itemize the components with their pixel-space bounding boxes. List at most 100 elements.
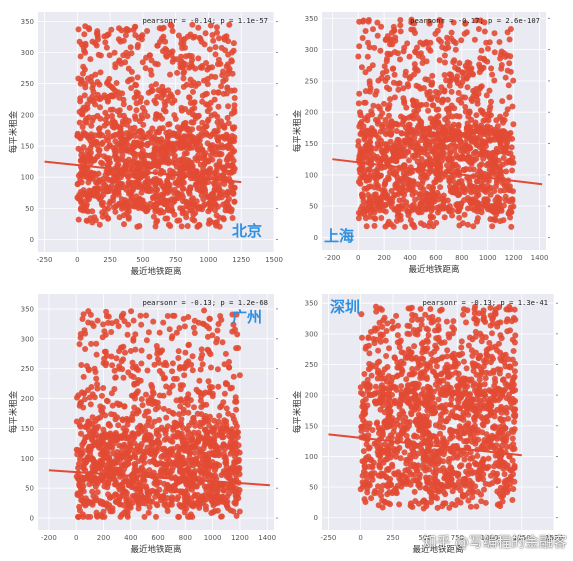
scatter-point — [124, 450, 131, 457]
x-tick-label: 500 — [418, 534, 431, 542]
scatter-point — [231, 184, 238, 191]
scatter-point — [81, 92, 88, 99]
scatter-point — [379, 110, 386, 117]
city-label: 上海 — [324, 227, 354, 245]
scatter-point — [220, 216, 227, 223]
scatter-point — [163, 53, 170, 60]
scatter-point — [414, 181, 421, 188]
scatter-point — [462, 104, 469, 110]
scatter-point — [214, 336, 221, 342]
y-tick-label: 300 — [21, 49, 34, 57]
scatter-point — [174, 140, 181, 147]
scatter-point — [423, 190, 430, 197]
scatter-point — [131, 94, 138, 101]
scatter-point — [115, 498, 122, 505]
scatter-point — [142, 483, 149, 490]
scatter-point — [89, 488, 96, 495]
scatter-point — [119, 484, 126, 491]
scatter-point — [205, 208, 212, 215]
scatter-point — [400, 85, 407, 92]
scatter-point — [98, 194, 105, 201]
scatter-point — [384, 55, 390, 62]
scatter-point — [139, 402, 146, 409]
scatter-point — [476, 167, 483, 174]
scatter-point — [445, 174, 452, 181]
scatter-point — [99, 132, 106, 139]
scatter-point — [211, 187, 218, 194]
scatter-point — [85, 387, 91, 394]
scatter-point — [100, 385, 107, 391]
scatter-point — [455, 97, 462, 103]
scatter-point — [483, 92, 490, 99]
scatter-point — [221, 361, 228, 368]
scatter-point — [191, 449, 198, 456]
scatter-point — [211, 441, 218, 448]
scatter-point — [390, 79, 397, 86]
scatter-point — [221, 417, 228, 424]
scatter-point — [196, 203, 203, 210]
scatter-point — [417, 39, 424, 46]
scatter-point — [206, 388, 213, 395]
scatter-point — [404, 129, 411, 135]
scatter-point — [436, 17, 443, 23]
scatter-point — [444, 96, 451, 103]
scatter-point — [449, 155, 456, 162]
scatter-point — [229, 311, 236, 318]
scatter-point — [169, 368, 176, 375]
scatter-point — [418, 146, 425, 153]
scatter-point — [208, 73, 215, 80]
y-tick-label: 300 — [305, 330, 318, 338]
scatter-point — [87, 401, 94, 408]
scatter-point — [205, 459, 212, 466]
scatter-point — [201, 307, 208, 314]
scatter-point — [236, 508, 243, 515]
scatter-point — [202, 496, 209, 503]
scatter-point — [127, 441, 134, 448]
scatter-point — [106, 200, 113, 207]
scatter-point — [224, 381, 231, 388]
scatter-point — [493, 149, 500, 156]
scatter-point — [431, 116, 438, 123]
scatter-point — [397, 17, 404, 23]
scatter-point — [220, 171, 227, 178]
scatter-point — [215, 383, 222, 390]
scatter-point — [196, 467, 203, 474]
scatter-point — [183, 210, 190, 217]
scatter-point — [461, 211, 468, 218]
scatter-point — [366, 173, 373, 180]
scatter-point — [171, 156, 178, 163]
scatter-point — [174, 69, 181, 76]
scatter-point — [359, 173, 366, 180]
scatter-point — [89, 38, 96, 45]
scatter-point — [82, 106, 89, 113]
scatter-point — [193, 459, 200, 466]
scatter-point — [78, 399, 85, 406]
scatter-point — [119, 511, 125, 518]
scatter-point — [497, 187, 504, 194]
scatter-point — [213, 212, 220, 219]
pearsonr-annotation: pearsonr = -0.17; p = 2.6e-107 — [410, 16, 540, 25]
scatter-point — [500, 119, 506, 126]
scatter-point — [141, 412, 148, 419]
scatter-point — [167, 49, 174, 56]
scatter-point — [88, 73, 95, 80]
scatter-point — [223, 33, 230, 40]
scatter-point — [393, 218, 400, 224]
scatter-point — [214, 29, 220, 36]
scatter-point — [92, 217, 99, 224]
scatter-point — [158, 168, 165, 174]
scatter-point — [206, 325, 212, 332]
scatter-point — [456, 60, 463, 67]
scatter-point — [216, 35, 222, 42]
scatter-point — [163, 383, 170, 390]
scatter-point — [208, 437, 215, 444]
scatter-point — [146, 353, 153, 360]
scatter-point — [446, 206, 453, 213]
scatter-point — [449, 113, 456, 120]
scatter-point — [162, 102, 169, 109]
scatter-point — [93, 95, 100, 102]
scatter-point — [114, 449, 121, 455]
scatter-point — [510, 77, 517, 84]
scatter-point — [144, 367, 151, 374]
scatter-point — [487, 191, 494, 198]
